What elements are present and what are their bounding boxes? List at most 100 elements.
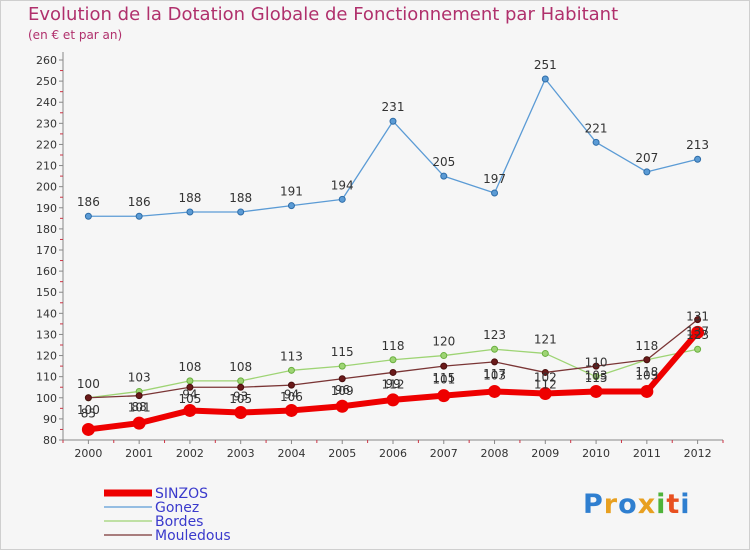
data-label-bordes: 113: [280, 349, 303, 363]
data-point-bordes: [237, 377, 245, 385]
data-point-sinzos: [335, 399, 349, 413]
x-tick-label: 2009: [531, 447, 559, 460]
data-point-sinzos: [488, 384, 502, 398]
data-label-sinzos: 103: [585, 368, 608, 382]
data-label-gonez: 188: [178, 191, 201, 205]
data-label-mouledous: 105: [229, 392, 252, 406]
y-tick-label: 100: [36, 392, 57, 405]
y-tick-label: 140: [36, 307, 57, 320]
data-label-bordes: 123: [686, 328, 709, 342]
y-tick-label: 230: [36, 117, 57, 130]
y-tick-label: 240: [36, 96, 57, 109]
data-point-mouledous: [389, 368, 397, 376]
data-point-mouledous: [440, 362, 448, 370]
x-tick-label: 2002: [176, 447, 204, 460]
data-label-mouledous: 112: [382, 377, 405, 391]
data-label-sinzos: 93: [233, 390, 248, 404]
data-label-bordes: 110: [585, 356, 608, 370]
data-point-mouledous: [643, 356, 651, 364]
y-tick-label: 110: [36, 371, 57, 384]
x-tick-label: 2004: [277, 447, 305, 460]
data-point-sinzos: [691, 325, 705, 339]
data-label-bordes: 100: [77, 377, 100, 391]
data-label-mouledous: 115: [585, 371, 608, 385]
y-tick-label: 260: [36, 54, 57, 67]
data-label-gonez: 213: [686, 138, 709, 152]
data-point-sinzos: [640, 384, 654, 398]
data-label-gonez: 207: [635, 151, 658, 165]
legend-label-gonez: Gonez: [155, 500, 199, 516]
data-label-bordes: 121: [534, 332, 557, 346]
y-tick-label: 90: [43, 413, 57, 426]
x-tick-label: 2005: [328, 447, 356, 460]
data-point-gonez: [592, 138, 600, 146]
data-label-sinzos: 94: [284, 387, 299, 401]
data-label-gonez: 194: [331, 178, 354, 192]
data-point-mouledous: [592, 362, 600, 370]
data-label-bordes: 120: [432, 335, 455, 349]
data-label-bordes: 118: [635, 339, 658, 353]
data-point-mouledous: [338, 375, 346, 383]
data-label-sinzos: 96: [335, 383, 350, 397]
data-point-bordes: [440, 352, 448, 360]
data-label-sinzos: 103: [635, 368, 658, 382]
x-tick-label: 2001: [125, 447, 153, 460]
x-tick-label: 2008: [481, 447, 509, 460]
data-point-mouledous: [541, 368, 549, 376]
data-point-bordes: [338, 362, 346, 370]
data-label-gonez: 191: [280, 185, 303, 199]
y-tick-label: 190: [36, 202, 57, 215]
data-point-gonez: [694, 155, 702, 163]
y-tick-label: 210: [36, 160, 57, 173]
y-tick-label: 150: [36, 286, 57, 299]
data-label-sinzos: 101: [432, 373, 455, 387]
data-point-bordes: [592, 373, 600, 381]
y-tick-label: 200: [36, 181, 57, 194]
data-point-gonez: [643, 168, 651, 176]
logo-letter: i: [656, 489, 667, 520]
logo-letter: r: [603, 489, 619, 520]
data-label-mouledous: 118: [635, 365, 658, 379]
data-label-bordes: 123: [483, 328, 506, 342]
data-label-sinzos: 85: [81, 406, 96, 420]
data-point-sinzos: [437, 389, 451, 403]
data-point-bordes: [287, 366, 295, 374]
x-tick-label: 2006: [379, 447, 407, 460]
y-tick-label: 80: [43, 434, 57, 447]
data-point-gonez: [287, 202, 295, 210]
logo-letter: P: [583, 489, 604, 520]
y-tick-label: 170: [36, 244, 57, 257]
data-point-sinzos: [183, 403, 197, 417]
data-label-gonez: 197: [483, 172, 506, 186]
data-point-gonez: [237, 208, 245, 216]
axes-group: 8090100110120130140150160170180190200210…: [36, 52, 724, 460]
data-label-gonez: 221: [585, 121, 608, 135]
data-label-gonez: 186: [77, 195, 100, 209]
data-point-sinzos: [538, 387, 552, 401]
data-label-sinzos: 131: [686, 309, 709, 323]
data-label-sinzos: 88: [132, 400, 147, 414]
data-point-mouledous: [287, 381, 295, 389]
data-label-gonez: 251: [534, 58, 557, 72]
x-tick-label: 2007: [430, 447, 458, 460]
logo-letter: x: [637, 489, 657, 520]
data-point-gonez: [338, 195, 346, 203]
x-tick-label: 2012: [684, 447, 712, 460]
data-point-mouledous: [694, 316, 702, 324]
data-labels-group: 186 186 188 188 191 194 231 205 197 251 221 207 213 1…: [77, 58, 709, 420]
data-label-gonez: 188: [229, 191, 252, 205]
data-label-mouledous: 115: [432, 371, 455, 385]
data-label-sinzos: 99: [385, 377, 400, 391]
legend-label-sinzos: SINZOS: [155, 486, 208, 502]
y-tick-label: 130: [36, 328, 57, 341]
data-point-sinzos: [284, 403, 298, 417]
data-label-mouledous: 101: [128, 401, 151, 415]
chart-title: Evolution de la Dotation Globale de Fonc…: [28, 4, 619, 25]
data-point-gonez: [440, 172, 448, 180]
logo-letter: i: [680, 489, 691, 520]
data-label-bordes: 108: [229, 360, 252, 374]
x-tick-label: 2010: [582, 447, 610, 460]
y-tick-label: 120: [36, 350, 57, 363]
data-label-bordes: 115: [331, 345, 354, 359]
